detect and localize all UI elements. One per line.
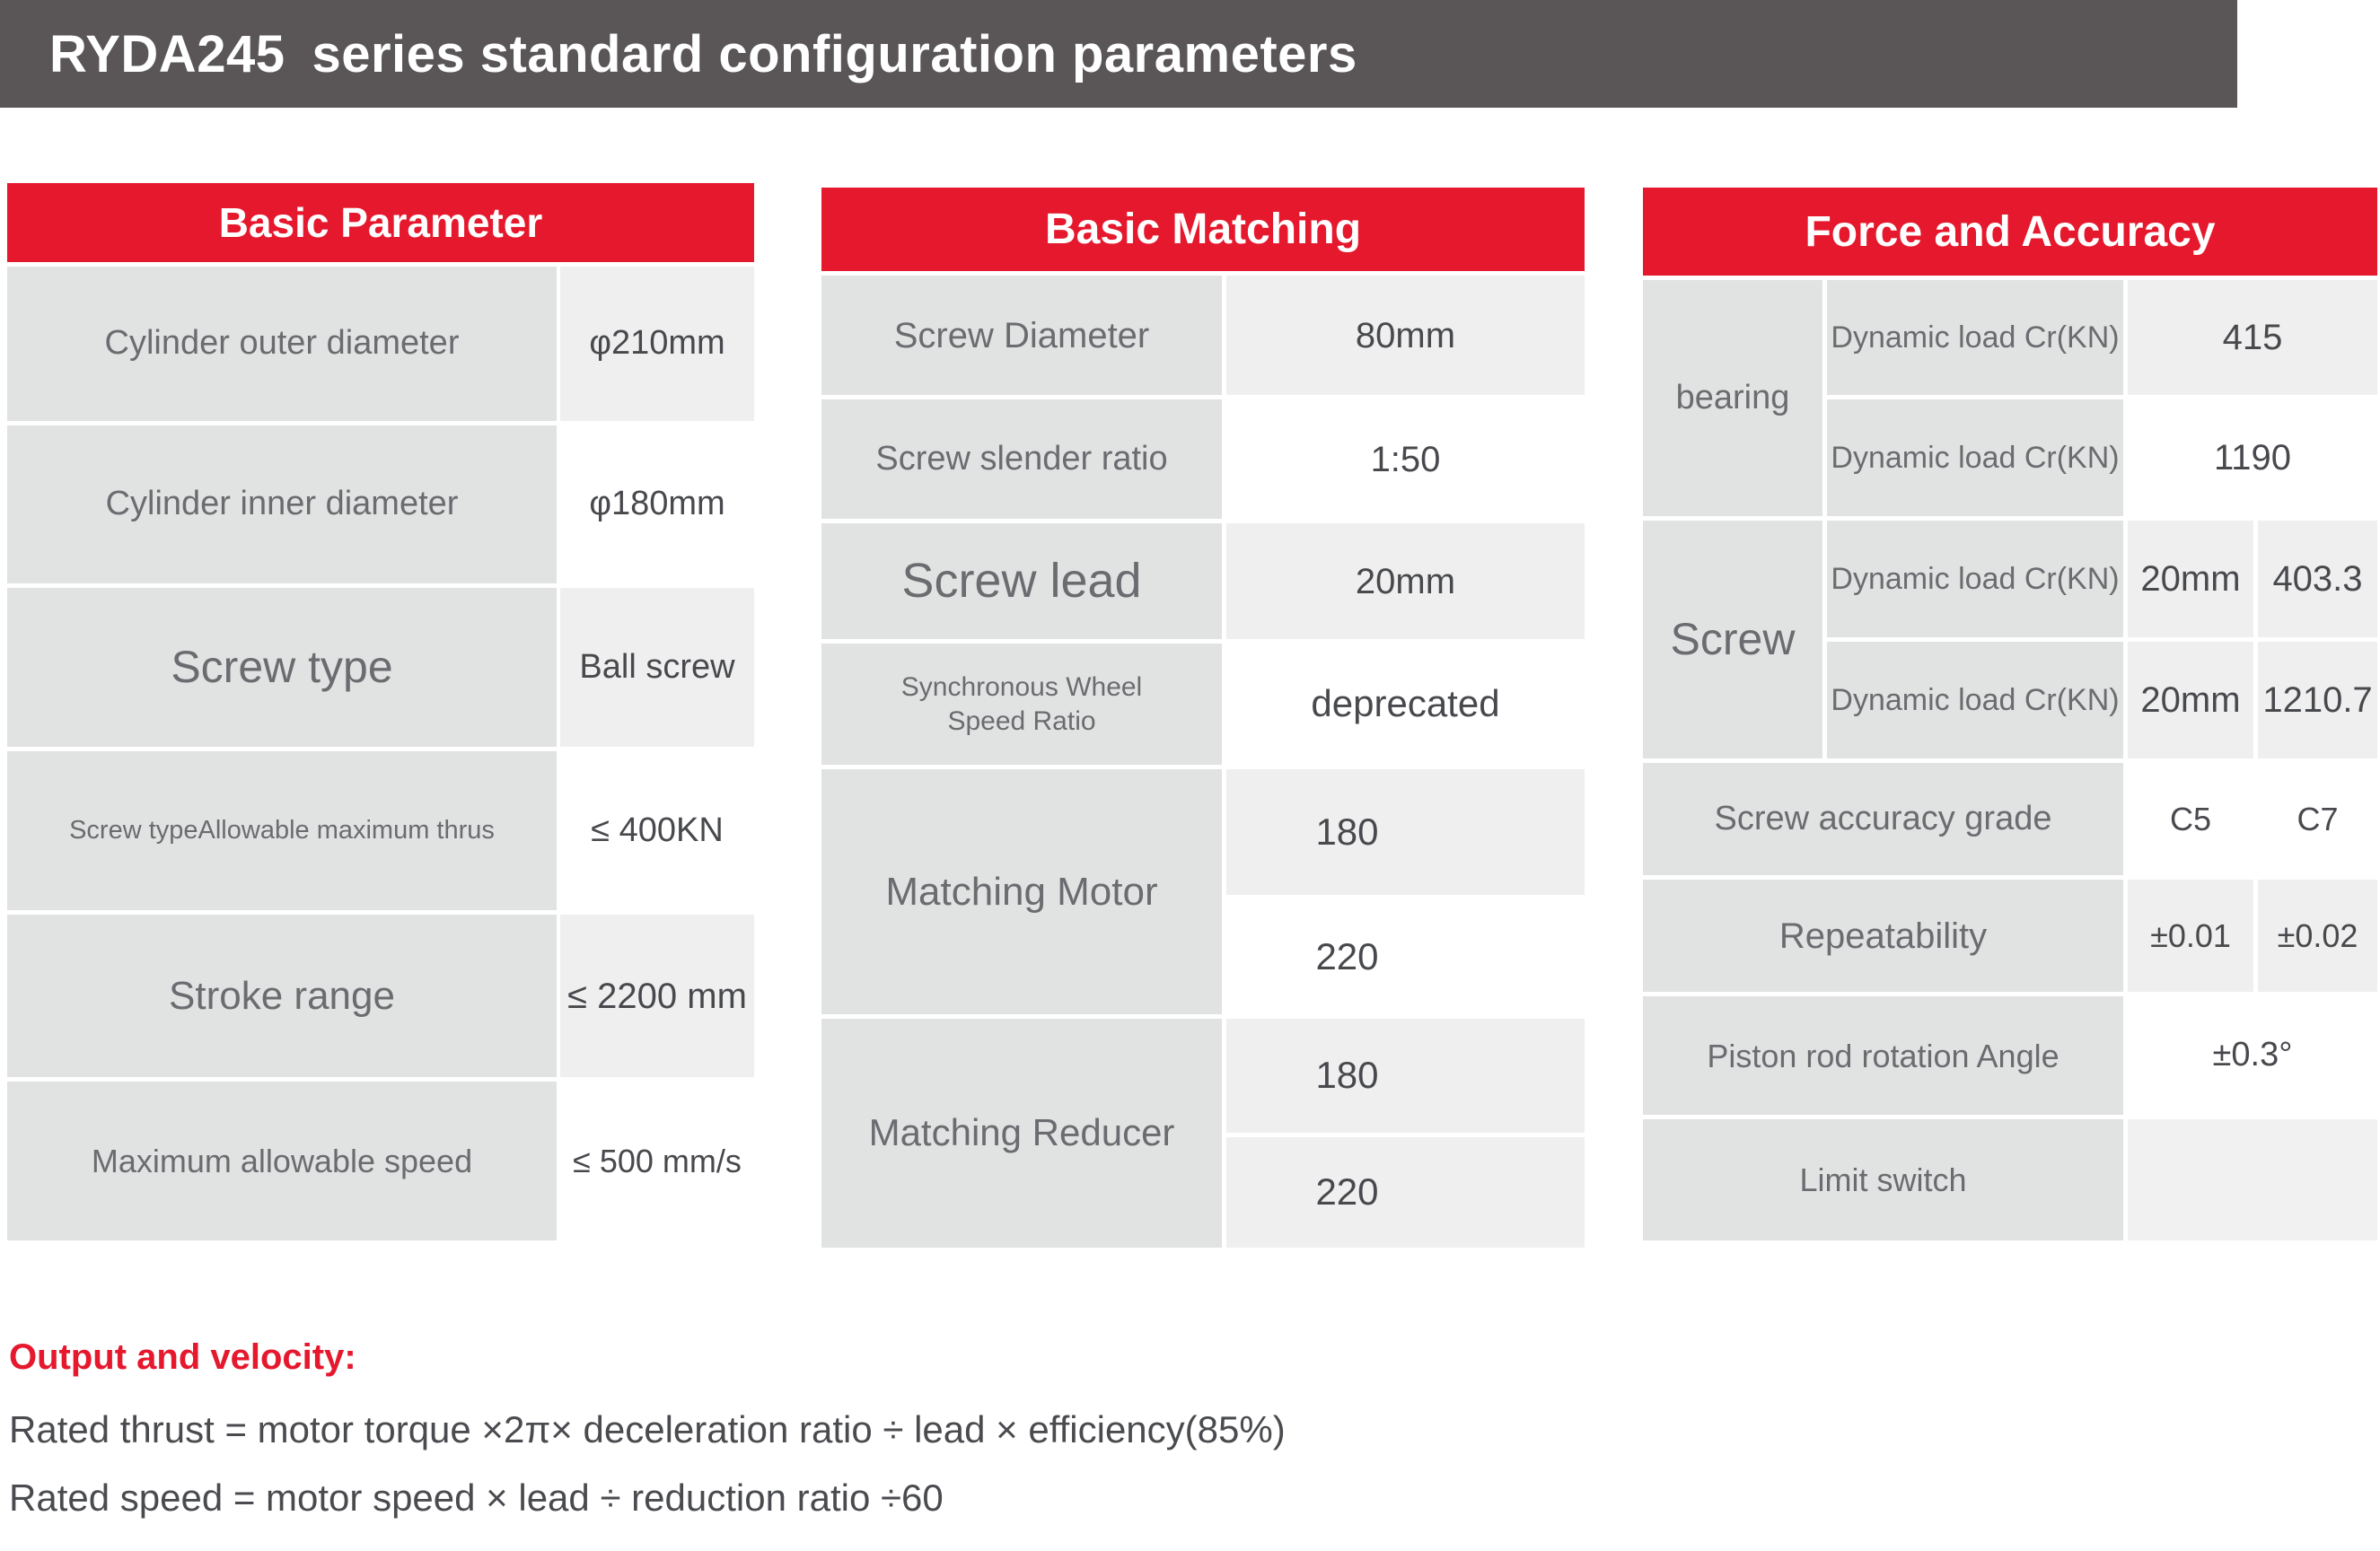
value-maximum-allowable-speed: ≤ 500 mm/s <box>560 1082 754 1240</box>
label-stroke-range: Stroke range <box>7 915 557 1077</box>
value-repeatability-1: ±0.01 <box>2128 880 2253 992</box>
value-limit-switch <box>2128 1119 2377 1240</box>
label-screw-lead: Screw lead <box>821 523 1222 639</box>
label-screw-accuracy-grade: Screw accuracy grade <box>1643 763 2123 875</box>
rated-speed-formula: Rated speed = motor speed × lead ÷ reduc… <box>9 1477 944 1519</box>
label-maximum-allowable-speed: Maximum allowable speed <box>7 1082 557 1240</box>
value-matching-reducer-220: 220 <box>1226 1137 1585 1248</box>
label-screw-slender-ratio: Screw slender ratio <box>821 399 1222 519</box>
value-cylinder-inner-diameter: φ180mm <box>560 425 754 583</box>
table-basic-parameter-header: Basic Parameter <box>7 183 754 262</box>
label-matching-reducer: Matching Reducer <box>821 1019 1222 1248</box>
value-matching-motor-220: 220 <box>1226 899 1585 1014</box>
value-screw-type: Ball screw <box>560 588 754 747</box>
page-title: series standard configuration parameters <box>312 24 1357 83</box>
label-screw-dynamic-load-2: Dynamic load Cr(KN) <box>1827 642 2123 758</box>
value-synchronous-wheel-speed-ratio: deprecated <box>1226 644 1585 765</box>
value-screw-slender-ratio: 1:50 <box>1226 399 1585 519</box>
page-title-bar: RYDA245 series standard configuration pa… <box>0 0 2237 108</box>
value-matching-motor-180: 180 <box>1226 769 1585 895</box>
label-bearing-dynamic-load-2: Dynamic load Cr(KN) <box>1827 399 2123 516</box>
table-force-and-accuracy: Force and Accuracy bearing Dynamic load … <box>1643 188 2377 1240</box>
label-synchronous-wheel-speed-ratio: Synchronous Wheel Speed Ratio <box>821 644 1222 765</box>
label-limit-switch: Limit switch <box>1643 1119 2123 1240</box>
value-accuracy-c5: C5 <box>2128 763 2253 875</box>
value-matching-reducer-180: 180 <box>1226 1019 1585 1133</box>
value-accuracy-c7: C7 <box>2258 763 2377 875</box>
label-matching-motor: Matching Motor <box>821 769 1222 1014</box>
value-piston-rod-rotation-angle: ±0.3° <box>2128 996 2377 1115</box>
value-screw-diameter: 80mm <box>1226 276 1585 395</box>
value-repeatability-2: ±0.02 <box>2258 880 2377 992</box>
value-bearing-dynamic-load-1: 415 <box>2128 280 2377 395</box>
label-cylinder-outer-diameter: Cylinder outer diameter <box>7 267 557 421</box>
table-force-and-accuracy-header: Force and Accuracy <box>1643 188 2377 276</box>
notes-heading: Output and velocity: <box>9 1337 356 1377</box>
output-and-velocity-notes: Output and velocity: Rated thrust = moto… <box>9 1337 1286 1545</box>
label-bearing-dynamic-load-1: Dynamic load Cr(KN) <box>1827 280 2123 395</box>
label-screw-dynamic-load-1: Dynamic load Cr(KN) <box>1827 521 2123 637</box>
product-model: RYDA245 <box>49 24 285 83</box>
label-allowable-maximum-thrust: Screw typeAllowable maximum thrus <box>7 751 557 910</box>
label-piston-rod-rotation-angle: Piston rod rotation Angle <box>1643 996 2123 1115</box>
value-screw-dynamic-load-2: 1210.7 <box>2258 642 2377 758</box>
value-bearing-dynamic-load-2: 1190 <box>2128 399 2377 516</box>
value-stroke-range: ≤ 2200 mm <box>560 915 754 1077</box>
label-repeatability: Repeatability <box>1643 880 2123 992</box>
label-cylinder-inner-diameter: Cylinder inner diameter <box>7 425 557 583</box>
table-basic-matching: Basic Matching Screw Diameter 80mm Screw… <box>821 188 1585 1248</box>
value-cylinder-outer-diameter: φ210mm <box>560 267 754 421</box>
group-label-screw: Screw <box>1643 521 1822 758</box>
label-screw-diameter: Screw Diameter <box>821 276 1222 395</box>
value-screw-lead-2: 20mm <box>2128 642 2253 758</box>
rated-thrust-formula: Rated thrust = motor torque ×2π× deceler… <box>9 1408 1286 1450</box>
value-screw-lead-1: 20mm <box>2128 521 2253 637</box>
table-basic-parameter: Basic Parameter Cylinder outer diameter … <box>7 183 754 1240</box>
value-screw-lead: 20mm <box>1226 523 1585 639</box>
table-basic-matching-header: Basic Matching <box>821 188 1585 271</box>
value-allowable-maximum-thrust: ≤ 400KN <box>560 751 754 910</box>
label-screw-type: Screw type <box>7 588 557 747</box>
group-label-bearing: bearing <box>1643 280 1822 516</box>
value-screw-dynamic-load-1: 403.3 <box>2258 521 2377 637</box>
